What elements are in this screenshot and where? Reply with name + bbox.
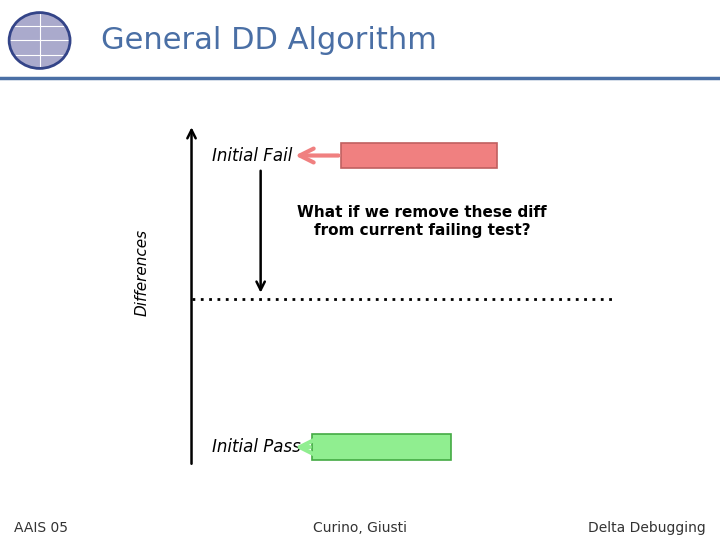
Text: General DD Algorithm: General DD Algorithm xyxy=(101,26,436,55)
Text: Initial Fail: Initial Fail xyxy=(212,146,292,165)
Text: Differences: Differences xyxy=(135,228,150,316)
Text: What if we remove these diff
from current failing test?: What if we remove these diff from curren… xyxy=(297,205,546,238)
Bar xyxy=(312,434,451,460)
Text: Delta Debugging: Delta Debugging xyxy=(588,521,706,535)
Text: Curino, Giusti: Curino, Giusti xyxy=(313,521,407,535)
Text: Initial Pass: Initial Pass xyxy=(212,438,300,456)
Bar xyxy=(341,143,497,168)
Circle shape xyxy=(9,12,70,69)
Text: AAIS 05: AAIS 05 xyxy=(14,521,68,535)
